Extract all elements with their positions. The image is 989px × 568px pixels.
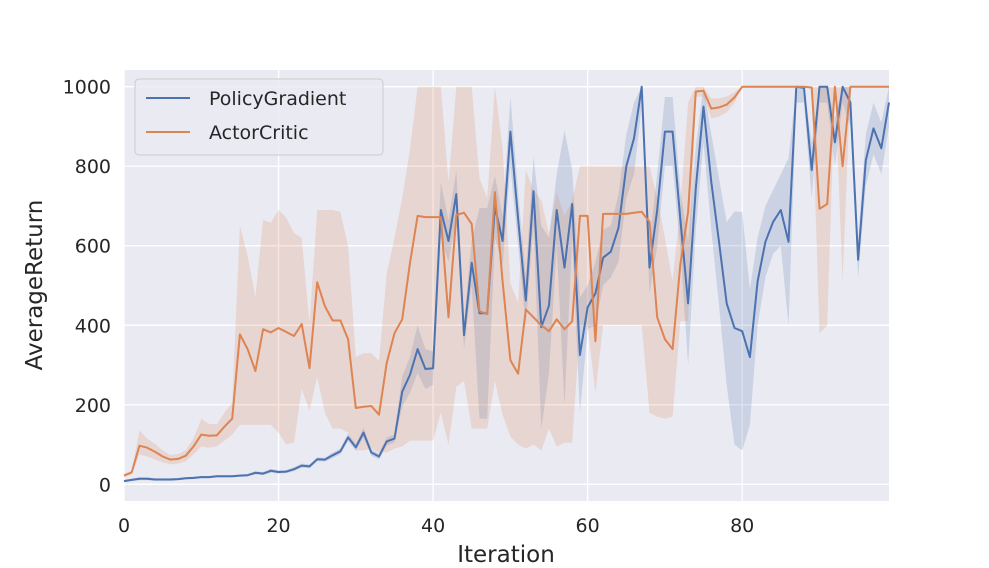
x-axis-ticks: 0 20 40 60 80 (118, 515, 754, 537)
x-tick-label-4: 80 (730, 515, 754, 537)
y-axis-ticks: 0 200 400 600 800 1000 (63, 77, 111, 497)
y-tick-label-2: 400 (75, 315, 111, 337)
y-tick-label-4: 800 (75, 156, 111, 178)
series-lines (123, 85, 890, 483)
x-tick-label-1: 20 (266, 515, 290, 537)
x-axis-label: Iteration (457, 542, 555, 564)
x-tick-label-3: 60 (576, 515, 600, 537)
y-axis-label: AverageReturn (22, 200, 48, 371)
legend-label-1: ActorCritic (209, 122, 309, 144)
y-tick-label-0: 0 (99, 474, 111, 496)
legend: PolicyGradient ActorCritic (134, 78, 384, 156)
y-tick-label-3: 600 (75, 236, 111, 258)
x-tick-label-0: 0 (118, 515, 130, 537)
line-series-0 (123, 85, 890, 483)
x-tick-label-2: 40 (421, 515, 445, 537)
y-tick-label-1: 200 (75, 395, 111, 417)
band-series-0 (124, 86, 889, 483)
band-series-1 (124, 86, 889, 478)
confidence-bands (124, 86, 889, 483)
legend-box (134, 78, 384, 156)
line-series-1 (123, 85, 889, 477)
legend-label-0: PolicyGradient (209, 88, 346, 110)
y-tick-label-5: 1000 (63, 77, 111, 99)
